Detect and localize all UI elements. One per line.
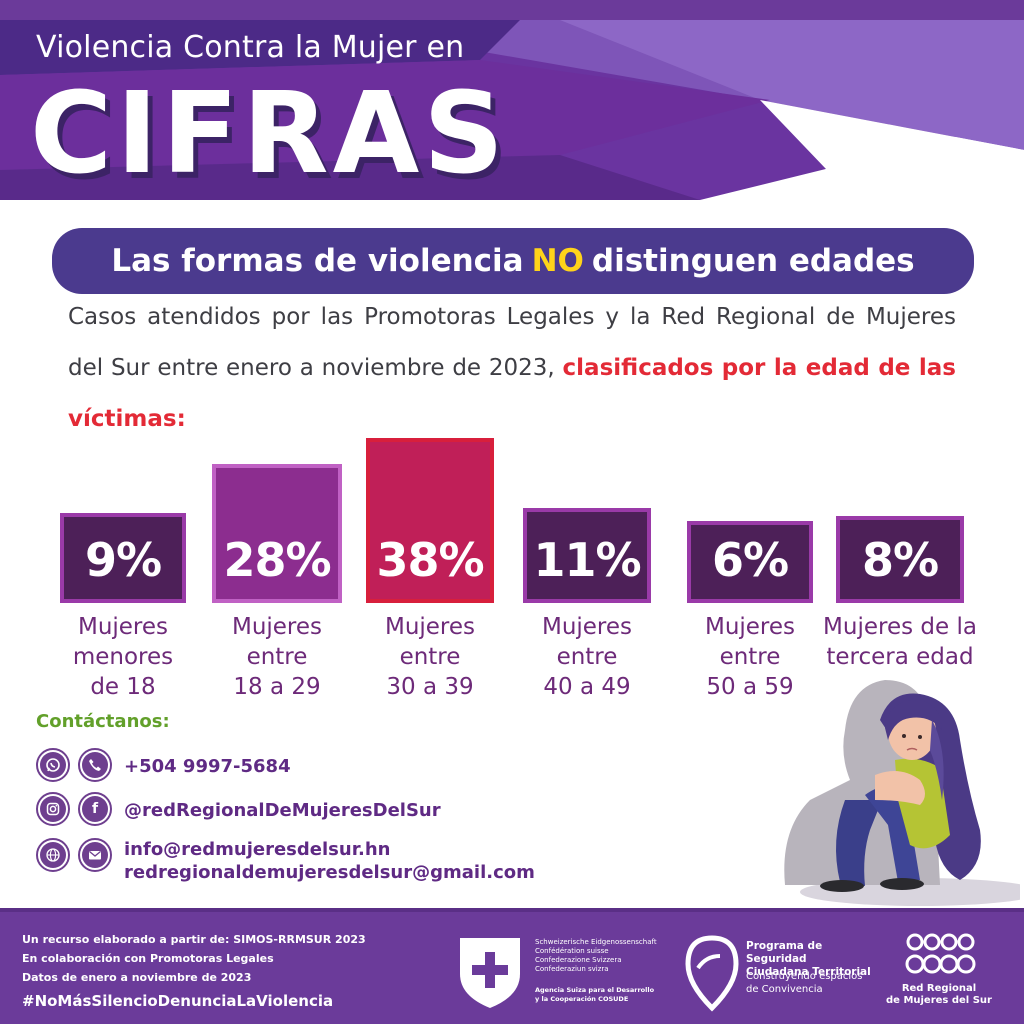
description: Casos atendidos por las Promotoras Legal…: [68, 292, 956, 445]
bar-value-label: 11%: [533, 533, 641, 587]
bar-category-line: Mujeres: [231, 614, 323, 640]
program-sub-2: de Convivencia: [746, 984, 823, 995]
bar-value-label: 9%: [84, 533, 162, 587]
swiss-line-2: Confédération suisse: [535, 947, 609, 955]
web-icon[interactable]: [36, 838, 70, 872]
program-title: Programa de Seguridad Ciudadana Territor…: [746, 940, 882, 979]
bar-category-line: entre: [719, 644, 781, 670]
email-secondary[interactable]: redregionaldemujeresdelsur@gmail.com: [124, 862, 535, 883]
contact-title: Contáctanos:: [36, 711, 170, 732]
bar-category-line: 40 a 49: [543, 674, 631, 700]
description-highlight: clasificados por la edad de las víctimas…: [68, 355, 956, 432]
program-title-2: Ciudadana Territorial: [746, 966, 871, 978]
bar-category-line: Mujeres: [384, 614, 476, 640]
red-name-1: Red Regional: [901, 983, 977, 994]
program-logo: Programa de Seguridad Ciudadana Territor…: [682, 934, 882, 1014]
swiss-line-3: Confederazione Svizzera: [535, 956, 622, 964]
women-group-icon: [905, 933, 976, 974]
hashtag: #NoMásSilencioDenunciaLaViolencia: [22, 992, 334, 1010]
bar-2: 28%: [212, 463, 342, 603]
swiss-line-4: Confederaziun svizra: [535, 965, 609, 973]
bar-category-line: de 18: [90, 674, 156, 700]
red-regional-name: Red Regional de Mujeres del Sur: [884, 983, 994, 1007]
bar-value-label: 28%: [223, 533, 331, 587]
bar-3: 38%: [366, 438, 494, 603]
bar-category-line: Mujeres: [77, 614, 169, 640]
swiss-agency-1: Agencia Suiza para el Desarrollo: [535, 986, 655, 994]
bar-category-line: 30 a 39: [386, 674, 474, 700]
location-pin-icon: [685, 935, 739, 1012]
swiss-lines: Schweizerische Eidgenossenschaft Confédé…: [535, 938, 657, 974]
description-text: Casos atendidos por las Promotoras Legal…: [68, 304, 956, 381]
swiss-logo: Schweizerische Eidgenossenschaft Confédé…: [455, 934, 665, 1014]
footer-note: Un recurso elaborado a partir de: SIMOS-…: [22, 930, 366, 987]
bar-category-line: 18 a 29: [233, 674, 321, 700]
banner-highlight: NO: [531, 243, 584, 279]
footer-note-1: Un recurso elaborado a partir de: SIMOS-…: [22, 933, 366, 946]
footer: Un recurso elaborado a partir de: SIMOS-…: [0, 908, 1024, 1024]
bar-category-line: menores: [72, 644, 174, 670]
whatsapp-icon[interactable]: [36, 748, 70, 782]
bar-6: 8%: [836, 515, 964, 603]
bar-category-label: Mujeres menores de 18: [38, 612, 208, 702]
footer-note-2: En colaboración con Promotoras Legales: [22, 952, 274, 965]
footer-note-3: Datos de enero a noviembre de 2023: [22, 971, 252, 984]
banner-text-before: Las formas de violencia: [111, 243, 524, 279]
subtitle: Violencia Contra la Mujer en: [36, 30, 465, 65]
bar-value-label: 38%: [376, 533, 484, 587]
instagram-icon[interactable]: [36, 792, 70, 826]
header-background: [0, 0, 1024, 215]
bar-category-label: Mujeres entre 30 a 39: [345, 612, 515, 702]
red-regional-logo: Red Regional de Mujeres del Sur: [884, 928, 994, 1022]
phone-icon[interactable]: [78, 748, 112, 782]
banner: Las formas de violencia NO distinguen ed…: [52, 228, 974, 294]
bar-value-label: 8%: [861, 533, 939, 587]
bar-category-line: Mujeres: [704, 614, 796, 640]
bar-category-label: Mujeres entre 40 a 49: [502, 612, 672, 702]
bar-value-label: 6%: [711, 533, 789, 587]
red-name-2: de Mujeres del Sur: [886, 995, 992, 1006]
email-primary[interactable]: info@redmujeresdelsur.hn: [124, 839, 391, 860]
phone-number[interactable]: +504 9997-5684: [124, 756, 291, 777]
bar-category-line: entre: [556, 644, 618, 670]
swiss-line-1: Schweizerische Eidgenossenschaft: [535, 938, 657, 946]
girl-illustration: [784, 680, 1020, 906]
social-handle[interactable]: @redRegionalDeMujeresDelSur: [124, 800, 441, 821]
bar-category-line: Mujeres: [541, 614, 633, 640]
bar-1: 9%: [60, 513, 186, 603]
mail-icon[interactable]: [78, 838, 112, 872]
program-sub-1: Construyendo espacios: [746, 971, 863, 982]
bar-4: 11%: [523, 508, 651, 603]
header: Violencia Contra la Mujer en CIFRAS: [0, 0, 1024, 215]
bar-category-label: Mujeres entre 18 a 29: [192, 612, 362, 702]
bar-category-line: Mujeres de la: [823, 614, 977, 640]
bar-category-label: Mujeres entre 50 a 59: [665, 612, 835, 702]
program-subtitle: Construyendo espacios de Convivencia: [746, 970, 863, 996]
bar-5: 6%: [687, 521, 813, 603]
facebook-icon[interactable]: f: [78, 792, 112, 826]
bar-category-label: Mujeres de la tercera edad: [815, 612, 985, 672]
swiss-agency: Agencia Suiza para el Desarrollo y la Co…: [535, 986, 654, 1004]
bar-category-line: entre: [399, 644, 461, 670]
bar-category-line: tercera edad: [826, 644, 974, 670]
program-title-1: Programa de Seguridad: [746, 940, 823, 965]
swiss-shield-icon: [460, 938, 520, 1008]
bar-category-line: entre: [246, 644, 308, 670]
swiss-agency-2: y la Cooperación COSUDE: [535, 995, 629, 1003]
bar-category-line: 50 a 59: [706, 674, 794, 700]
page-title: CIFRAS: [30, 69, 508, 199]
banner-text-after: distinguen edades: [591, 243, 915, 279]
